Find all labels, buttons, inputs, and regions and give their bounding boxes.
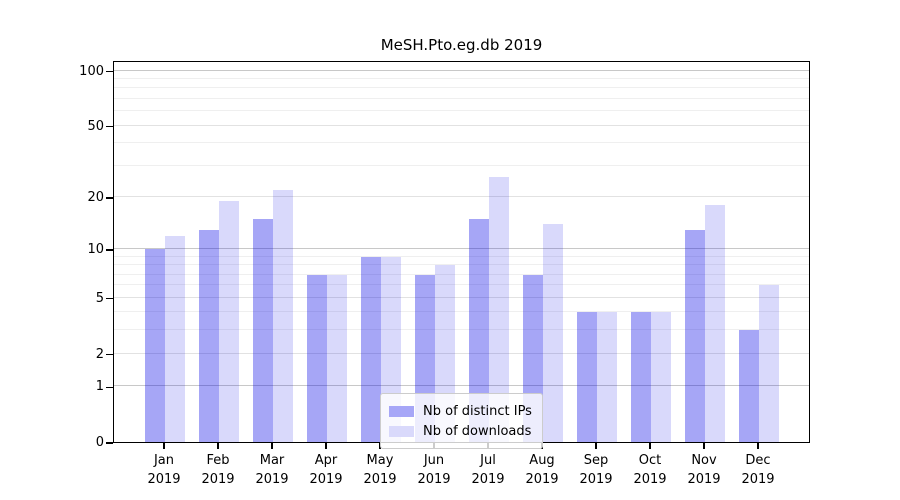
gridline-y-6 — [114, 284, 809, 286]
x-tick-mark-mar — [271, 443, 273, 449]
x-tick-label-jul: Jul 2019 — [471, 453, 505, 487]
x-tick-label-may: May 2019 — [363, 453, 397, 487]
legend-item-distinct-ips: Nb of distinct IPs — [389, 401, 533, 421]
y-tick-mark-50 — [106, 125, 113, 128]
gridline-y-8 — [114, 264, 809, 266]
x-tick-label-dec: Dec 2019 — [741, 453, 775, 487]
legend: Nb of distinct IPs Nb of downloads — [380, 393, 543, 449]
x-tick-label-oct: Oct 2019 — [633, 453, 667, 487]
gridline-y-9 — [114, 255, 809, 257]
bar-distinct-ips-sep — [577, 312, 597, 442]
y-tick-label-2: 2 — [95, 346, 104, 362]
gridline-y-60 — [114, 110, 809, 112]
y-tick-label-0: 0 — [95, 435, 104, 450]
y-tick-label-5: 5 — [95, 290, 104, 306]
x-tick-label-feb: Feb 2019 — [201, 453, 235, 487]
gridline-y-1 — [114, 385, 809, 387]
legend-swatch-distinct-ips — [389, 405, 414, 417]
bar-downloads-jan — [165, 235, 185, 442]
bar-downloads-feb — [219, 200, 239, 442]
legend-label-distinct-ips: Nb of distinct IPs — [423, 403, 532, 419]
y-tick-label-50: 50 — [87, 118, 104, 134]
legend-swatch-downloads — [389, 425, 414, 437]
x-tick-label-sep: Sep 2019 — [579, 453, 613, 487]
x-tick-label-apr: Apr 2019 — [309, 453, 343, 487]
gridline-y-100 — [114, 69, 809, 71]
bar-downloads-jul — [489, 176, 509, 442]
gridline-y-5 — [114, 296, 809, 298]
gridline-y-40 — [114, 142, 809, 144]
bar-distinct-ips-nov — [685, 229, 705, 442]
y-tick-mark-5 — [106, 298, 113, 300]
gridline-y-50 — [114, 124, 809, 126]
x-tick-mark-may — [379, 443, 381, 449]
bar-distinct-ips-oct — [631, 312, 651, 442]
x-tick-label-mar: Mar 2019 — [255, 453, 289, 487]
bar-downloads-nov — [705, 205, 725, 442]
bar-distinct-ips-apr — [307, 274, 327, 442]
x-tick-label-jun: Jun 2019 — [417, 453, 451, 487]
x-tick-mark-oct — [649, 443, 651, 449]
x-tick-mark-dec — [757, 443, 759, 449]
bar-distinct-ips-mar — [253, 218, 273, 442]
gridline-y-70 — [114, 97, 809, 99]
chart-title: MeSH.Pto.eg.db 2019 — [380, 36, 543, 54]
y-tick-mark-20 — [106, 197, 113, 199]
y-tick-mark-10 — [106, 249, 113, 251]
y-tick-label-1: 1 — [95, 379, 104, 395]
plot-area: Nb of distinct IPs Nb of downloads — [113, 61, 810, 449]
x-tick-label-aug: Aug 2019 — [525, 453, 559, 487]
gridline-y-80 — [114, 87, 809, 89]
bar-distinct-ips-jan — [145, 249, 165, 442]
legend-item-downloads: Nb of downloads — [389, 421, 533, 441]
y-tick-label-10: 10 — [87, 241, 104, 257]
y-tick-mark-2 — [106, 353, 113, 356]
x-tick-label-nov: Nov 2019 — [687, 453, 721, 487]
bar-downloads-dec — [759, 285, 779, 442]
legend-label-downloads: Nb of downloads — [423, 423, 532, 439]
bar-distinct-ips-feb — [199, 229, 219, 442]
y-tick-mark-100 — [106, 70, 113, 73]
bar-downloads-aug — [543, 224, 563, 442]
gridline-y-7 — [114, 273, 809, 275]
gridline-y-90 — [114, 77, 809, 79]
bar-downloads-sep — [597, 312, 617, 442]
bar-distinct-ips-dec — [739, 330, 759, 442]
y-tick-mark-0 — [106, 442, 113, 444]
bar-distinct-ips-jul — [469, 218, 489, 442]
y-tick-label-20: 20 — [87, 189, 104, 205]
gridline-y-2 — [114, 352, 809, 354]
bar-downloads-mar — [273, 189, 293, 442]
gridline-y-3 — [114, 329, 809, 331]
x-tick-mark-feb — [217, 443, 219, 449]
bar-distinct-ips-may — [361, 256, 381, 442]
x-tick-label-jan: Jan 2019 — [147, 453, 181, 487]
y-tick-label-100: 100 — [79, 63, 104, 79]
bar-downloads-apr — [327, 274, 347, 442]
y-tick-mark-1 — [106, 386, 113, 388]
x-tick-mark-jan — [163, 443, 165, 449]
x-tick-mark-nov — [703, 443, 705, 449]
x-tick-mark-sep — [595, 443, 597, 449]
gridline-y-20 — [114, 195, 809, 197]
bar-downloads-oct — [651, 312, 671, 442]
gridline-y-4 — [114, 311, 809, 313]
gridline-y-30 — [114, 164, 809, 166]
gridline-y-10 — [114, 247, 809, 249]
x-tick-mark-apr — [325, 443, 327, 449]
